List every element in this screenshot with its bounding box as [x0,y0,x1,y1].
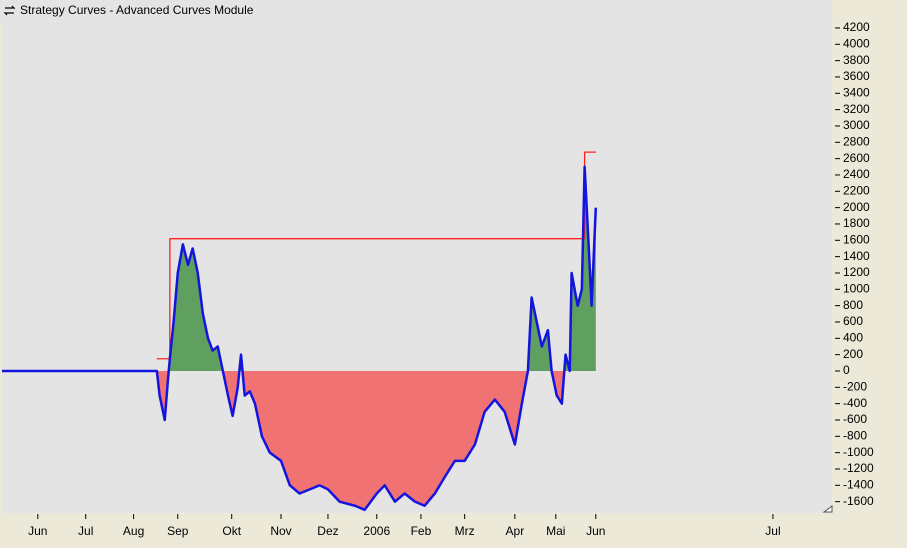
y-tick-label: 3800 [843,53,870,67]
y-tick-label: -1600 [843,494,874,508]
y-tick-label: 1800 [843,216,870,230]
y-tick-label: -800 [843,428,867,442]
title-bar [0,0,832,22]
y-tick-label: 3400 [843,85,870,99]
x-tick-label: Jul [78,524,93,538]
equity-line [2,165,598,512]
x-tick-label: Jul [765,524,780,538]
y-tick-label: 1200 [843,265,870,279]
y-tick-label: -1400 [843,477,874,491]
module-icon [3,5,16,16]
y-tick-label: 600 [843,314,863,328]
x-axis-panel [0,513,832,543]
high-water-line [156,151,596,360]
x-tick-label: Nov [270,524,291,538]
y-tick-label: -400 [843,396,867,410]
y-tick-label: -1000 [843,445,874,459]
y-tick-label: 0 [843,363,850,377]
negative-area [2,370,596,510]
chart-title: Strategy Curves - Advanced Curves Module [20,3,254,17]
y-tick-label: 800 [843,298,863,312]
x-tick-label: Sep [167,524,189,538]
y-tick-label: -1200 [843,461,874,475]
y-tick-label: 3000 [843,118,870,132]
x-tick-label: Apr [506,524,525,538]
x-tick-label: Feb [411,524,432,538]
y-tick-label: 1400 [843,249,870,263]
x-tick-label: Mai [546,524,565,538]
y-tick-label: 1600 [843,232,870,246]
y-tick-label: -600 [843,412,867,426]
x-tick-label: Okt [222,524,241,538]
y-tick-label: 2200 [843,183,870,197]
y-tick-label: 400 [843,330,863,344]
y-tick-label: 4200 [843,20,870,34]
x-tick-label: Aug [123,524,144,538]
x-tick-label: Mrz [455,524,475,538]
x-tick-label: Dez [317,524,338,538]
y-tick-label: 2800 [843,134,870,148]
resize-grip [822,505,833,513]
x-tick-label: Jun [586,524,605,538]
y-tick-label: 2000 [843,200,870,214]
y-tick-label: 2400 [843,167,870,181]
y-tick-label: 2600 [843,151,870,165]
y-tick-label: 1000 [843,281,870,295]
y-tick-label: 3600 [843,69,870,83]
y-tick-label: 3200 [843,102,870,116]
x-tick-label: 2006 [363,524,390,538]
x-tick-label: Jun [28,524,47,538]
y-tick-label: -200 [843,379,867,393]
y-tick-label: 200 [843,347,863,361]
y-tick-label: 4000 [843,36,870,50]
